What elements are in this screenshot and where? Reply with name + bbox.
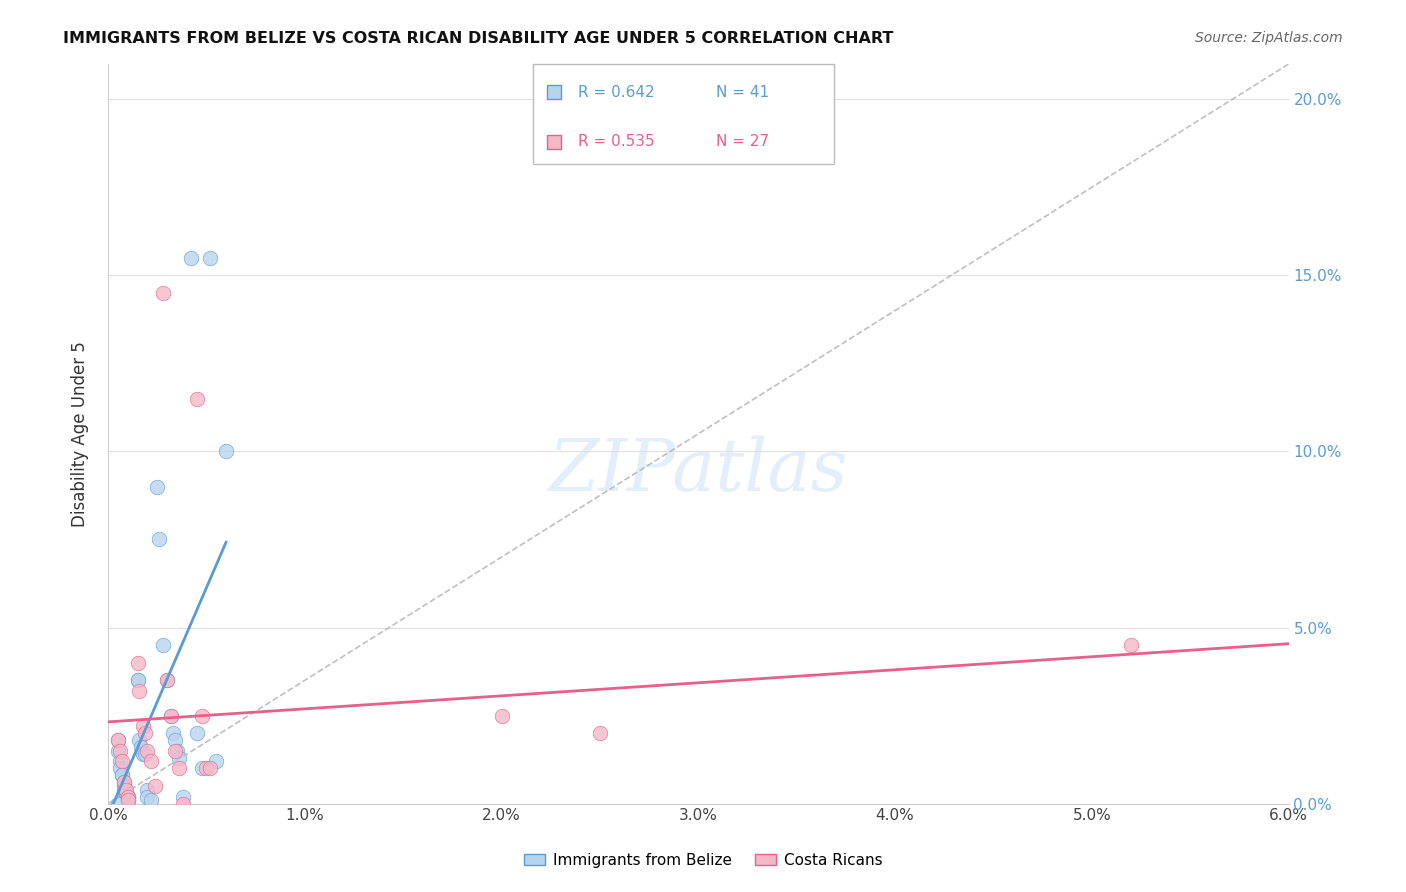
Point <box>132 747 155 762</box>
Point <box>107 744 129 758</box>
Text: ZIPatlas: ZIPatlas <box>548 435 848 506</box>
Point <box>108 744 131 758</box>
Point <box>117 793 139 807</box>
Point <box>108 755 131 769</box>
Point <box>112 775 135 789</box>
Point <box>114 786 136 800</box>
Point <box>162 726 184 740</box>
Point <box>111 755 134 769</box>
Point <box>166 744 188 758</box>
Point <box>160 708 183 723</box>
FancyBboxPatch shape <box>533 64 834 164</box>
Point <box>127 673 149 688</box>
Point <box>200 251 222 265</box>
Point <box>117 793 139 807</box>
Point <box>146 480 169 494</box>
Point <box>107 733 129 747</box>
Point <box>114 786 136 800</box>
Point <box>141 793 163 807</box>
Text: R = 0.642: R = 0.642 <box>578 85 654 100</box>
Point <box>117 789 139 804</box>
Point <box>191 761 214 775</box>
Point <box>163 733 186 747</box>
Point <box>117 789 139 804</box>
Point <box>200 761 222 775</box>
Point <box>186 392 208 406</box>
Point <box>167 751 190 765</box>
Point <box>136 789 159 804</box>
Point <box>172 797 194 811</box>
Text: IMMIGRANTS FROM BELIZE VS COSTA RICAN DISABILITY AGE UNDER 5 CORRELATION CHART: IMMIGRANTS FROM BELIZE VS COSTA RICAN DI… <box>63 31 894 46</box>
Point <box>134 747 156 762</box>
Legend: Immigrants from Belize, Costa Ricans: Immigrants from Belize, Costa Ricans <box>517 847 889 873</box>
Point <box>589 726 612 740</box>
Text: N = 41: N = 41 <box>716 85 769 100</box>
Point <box>136 782 159 797</box>
Point <box>191 708 214 723</box>
Point <box>117 793 139 807</box>
Text: R = 0.535: R = 0.535 <box>578 135 654 150</box>
Point <box>195 761 218 775</box>
Point <box>148 533 170 547</box>
Point <box>128 684 150 698</box>
Point <box>134 726 156 740</box>
Point <box>112 782 135 797</box>
Point <box>491 708 513 723</box>
Point <box>127 656 149 670</box>
Point <box>152 638 174 652</box>
Point <box>114 782 136 797</box>
Point <box>1121 638 1143 652</box>
Point <box>136 744 159 758</box>
Point <box>128 733 150 747</box>
Point <box>163 744 186 758</box>
Y-axis label: Disability Age Under 5: Disability Age Under 5 <box>72 341 89 527</box>
Point <box>107 733 129 747</box>
Point <box>112 775 135 789</box>
Point <box>152 285 174 300</box>
Point <box>127 673 149 688</box>
Point <box>143 779 166 793</box>
Point <box>111 768 134 782</box>
Point <box>180 251 202 265</box>
Text: N = 27: N = 27 <box>716 135 769 150</box>
Point <box>167 761 190 775</box>
Point <box>108 761 131 775</box>
Point <box>156 673 179 688</box>
Point <box>141 755 163 769</box>
Point <box>111 768 134 782</box>
Text: Source: ZipAtlas.com: Source: ZipAtlas.com <box>1195 31 1343 45</box>
Point <box>215 444 238 458</box>
Point <box>132 719 155 733</box>
Point <box>117 789 139 804</box>
Point <box>112 779 135 793</box>
Point <box>156 673 179 688</box>
Point <box>131 740 153 755</box>
Point <box>107 797 129 811</box>
Point <box>205 755 228 769</box>
Point <box>172 789 194 804</box>
Point <box>186 726 208 740</box>
Point <box>160 708 183 723</box>
